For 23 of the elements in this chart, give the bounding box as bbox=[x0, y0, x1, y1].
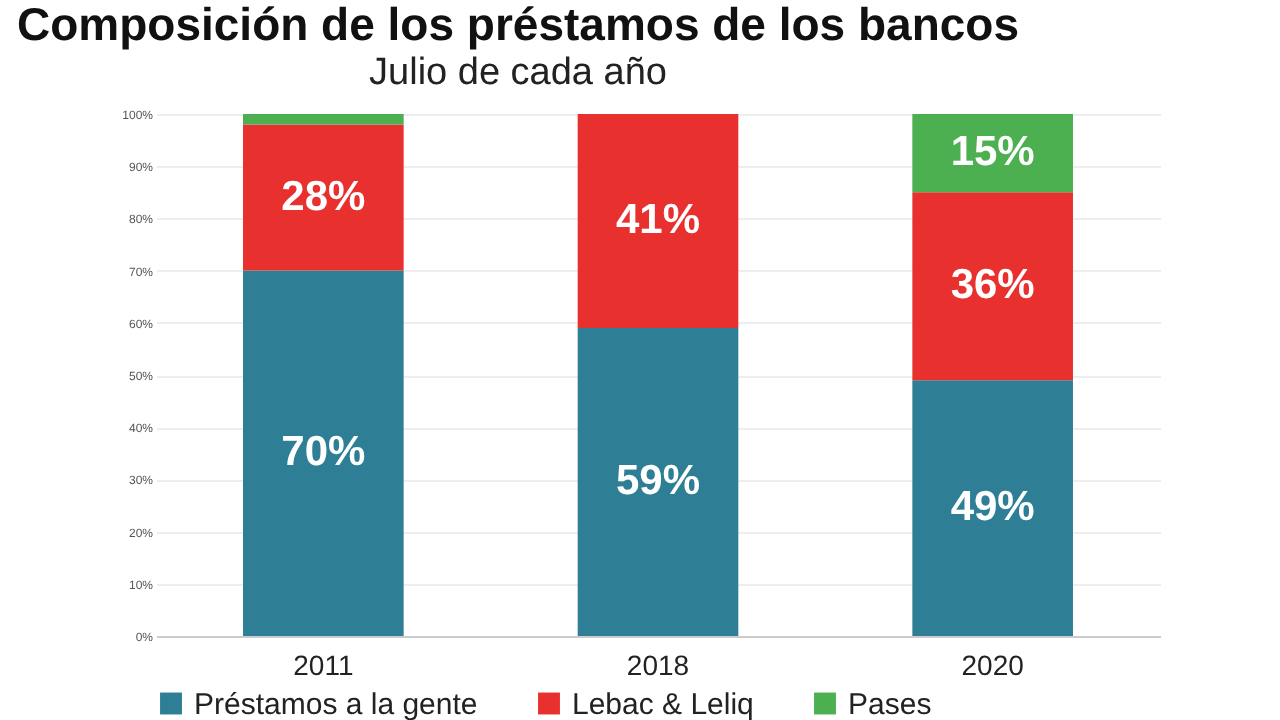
x-tick-label: 2020 bbox=[961, 649, 1025, 681]
legend-label: Préstamos a la gente bbox=[194, 687, 478, 720]
x-tick-label: 2018 bbox=[626, 649, 690, 681]
bar bbox=[243, 124, 404, 271]
data-label: 36% bbox=[950, 262, 1036, 309]
data-label: 15% bbox=[950, 129, 1036, 176]
bar bbox=[912, 114, 1073, 193]
data-label: 49% bbox=[950, 484, 1036, 531]
data-label: 41% bbox=[615, 197, 701, 244]
data-label: 70% bbox=[281, 429, 367, 476]
data-label: 59% bbox=[615, 458, 701, 505]
legend-label: Pases bbox=[848, 687, 932, 720]
chart-title: Composición de los préstamos de los bancos bbox=[16, 0, 1020, 50]
bar bbox=[243, 114, 404, 125]
chart-subtitle: Julio de cada año bbox=[369, 52, 667, 94]
data-label: 28% bbox=[281, 173, 367, 220]
x-tick-label: 2011 bbox=[293, 649, 354, 681]
legend-label: Lebac & Leliq bbox=[572, 687, 754, 720]
bar bbox=[577, 328, 739, 636]
bar bbox=[243, 270, 404, 636]
bar bbox=[577, 114, 739, 329]
bar bbox=[912, 380, 1073, 636]
bar bbox=[912, 192, 1073, 381]
